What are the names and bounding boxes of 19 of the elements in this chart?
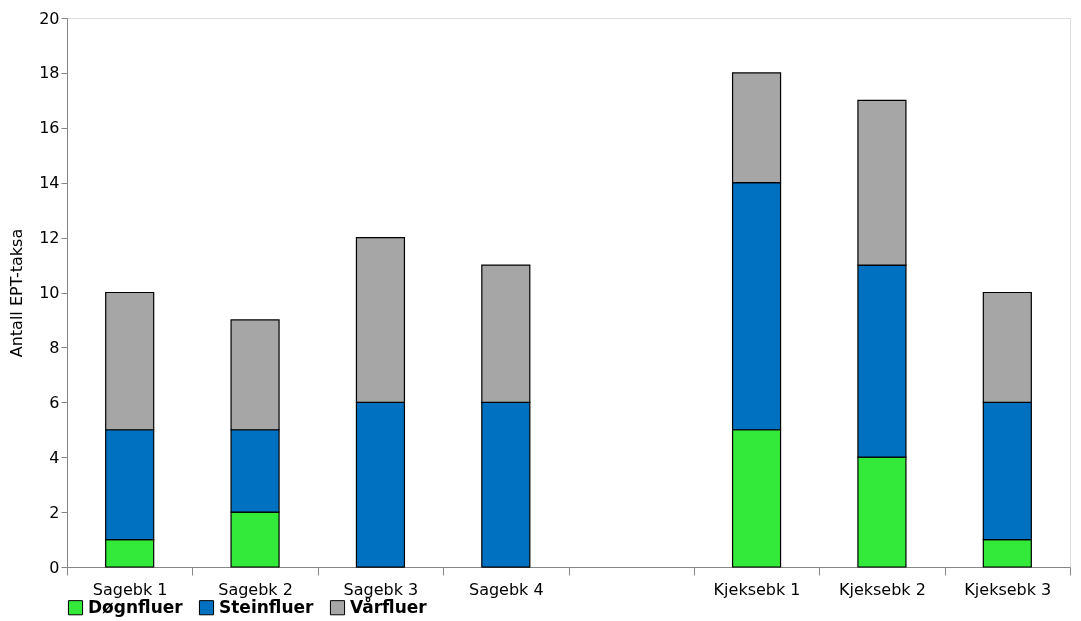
y-tick-label: 10 <box>39 283 60 302</box>
y-tick-label: 12 <box>39 228 60 248</box>
y-tick-label: 0 <box>49 557 60 577</box>
y-axis-title: Antall EPT-taksa <box>7 228 27 358</box>
y-tick-label: 8 <box>49 337 60 357</box>
y-tick-label: 20 <box>39 8 60 28</box>
y-tick-label: 6 <box>49 392 60 412</box>
x-tick-label: Kjeksebk 3 <box>964 579 1052 599</box>
y-tick-label: 14 <box>39 173 60 193</box>
x-tick-label: Sagebk 2 <box>218 579 293 599</box>
y-tick-label: 2 <box>49 502 60 522</box>
x-tick-label: Sagebk 4 <box>468 579 544 599</box>
y-tick-label: 4 <box>49 447 60 467</box>
x-tick-label: Sagebk 3 <box>343 579 419 599</box>
x-tick-label: Kjeksebk 1 <box>713 579 801 599</box>
x-tick-label: Sagebk 1 <box>92 579 168 599</box>
y-tick-label: 16 <box>39 118 60 138</box>
y-tick-label: 18 <box>39 63 60 83</box>
x-tick-label: Kjeksebk 2 <box>838 579 926 599</box>
